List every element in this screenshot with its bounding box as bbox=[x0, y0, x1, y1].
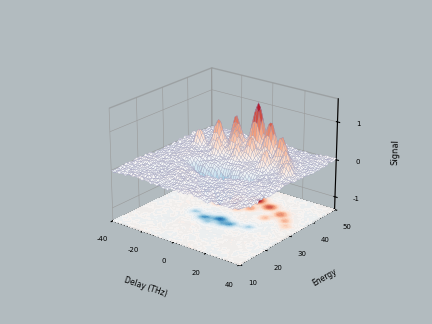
Y-axis label: Energy: Energy bbox=[311, 267, 338, 288]
X-axis label: Delay (THz): Delay (THz) bbox=[123, 276, 168, 299]
